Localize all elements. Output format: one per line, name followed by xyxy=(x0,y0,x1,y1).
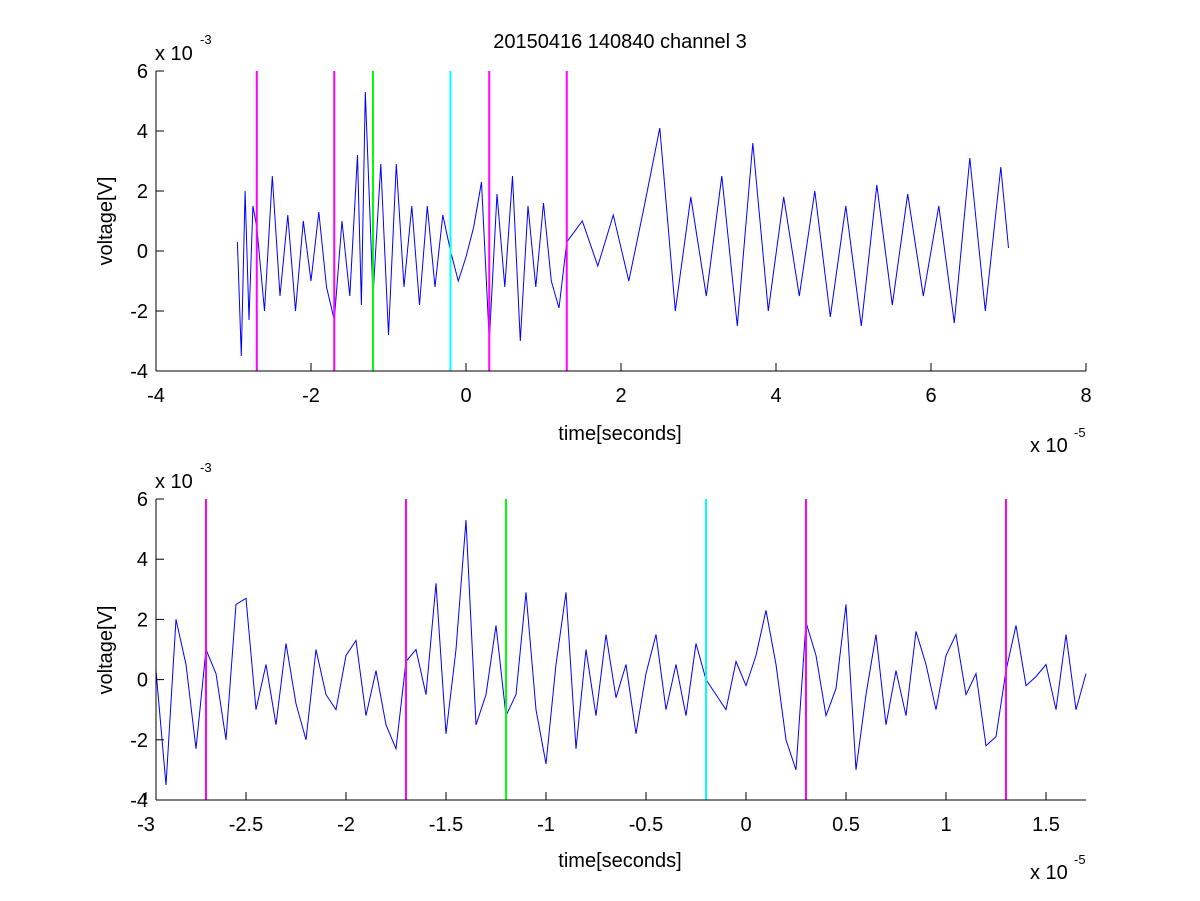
top-x-tick-label-1: -2 xyxy=(302,385,320,407)
top-plot-body: -4 -2 0 2 4 6 8 -4 -2 0 2 4 6 xyxy=(130,61,1091,407)
bottom-x-tick-label-5: -0.5 xyxy=(629,814,663,836)
bottom-x-exponent-base: x 10 xyxy=(1030,862,1068,884)
top-x-tick-label-3: 2 xyxy=(615,385,626,407)
top-x-exponent-power: -5 xyxy=(1074,425,1086,440)
top-signal-line-0 xyxy=(236,91,1009,357)
bottom-x-tick-label-7: 0.5 xyxy=(832,814,860,836)
bottom-plot-body: -3 -2.5 -2 -1.5 -1 -0.5 0 0.5 1 1.5 -4 -2 0 2 4 6 xyxy=(130,489,1087,836)
bottom-x-tick-label-1: -2.5 xyxy=(229,814,263,836)
bottom-x-tick-label-2: -2 xyxy=(337,814,355,836)
top-y-exponent-base: x 10 xyxy=(155,43,193,65)
top-ylabel: voltage[V] xyxy=(95,177,117,266)
bottom-y-tick-label-1: -2 xyxy=(130,730,148,752)
top-y-tick-label-4: 4 xyxy=(137,121,148,143)
bottom-y-tick-label-4: 4 xyxy=(137,549,148,571)
bottom-y-tick-label-5: 6 xyxy=(137,489,148,511)
bottom-x-tick-label-9: 1.5 xyxy=(1032,814,1060,836)
top-x-exponent: x 10 -5 xyxy=(1030,425,1086,457)
bottom-y-tick-label-2: 0 xyxy=(137,670,148,692)
top-y-tick-label-2: 0 xyxy=(137,241,148,263)
top-y-exponent-power: -3 xyxy=(200,32,212,47)
top-y-tick-label-5: 6 xyxy=(137,61,148,83)
bottom-x-tick-label-8: 1 xyxy=(940,814,951,836)
top-y-tick-label-3: 2 xyxy=(137,181,148,203)
top-x-tick-label-4: 4 xyxy=(770,385,781,407)
bottom-signal-line-0 xyxy=(155,520,1087,786)
bottom-y-exponent: x 10 -3 xyxy=(155,460,212,493)
bottom-ylabel: voltage[V] xyxy=(95,606,117,695)
bottom-plot: -3 -2.5 -2 -1.5 -1 -0.5 0 0.5 1 1.5 -4 -2 0 2 4 6 volta… xyxy=(95,460,1087,884)
bottom-x-tick-label-0: -3 xyxy=(137,814,155,836)
top-y-exponent: x 10 -3 xyxy=(155,32,212,65)
bottom-y-tick-label-0: -4 xyxy=(130,790,148,812)
top-xlabel: time[seconds] xyxy=(558,423,681,445)
top-x-tick-label-5: 6 xyxy=(925,385,936,407)
top-x-tick-label-0: -4 xyxy=(147,385,165,407)
figure-title: 20150416 140840 channel 3 xyxy=(493,31,747,53)
bottom-x-tick-label-3: -1.5 xyxy=(429,814,463,836)
bottom-xlabel: time[seconds] xyxy=(558,850,681,872)
bottom-x-tick-label-6: 0 xyxy=(740,814,751,836)
top-x-tick-label-2: 0 xyxy=(460,385,471,407)
bottom-y-exponent-power: -3 xyxy=(200,460,212,475)
bottom-x-exponent: x 10 -5 xyxy=(1030,852,1086,884)
bottom-x-exponent-power: -5 xyxy=(1074,852,1086,867)
bottom-y-tick-label-3: 2 xyxy=(137,609,148,631)
top-x-tick-label-6: 8 xyxy=(1080,385,1091,407)
bottom-y-exponent-base: x 10 xyxy=(155,471,193,493)
top-y-tick-label-1: -2 xyxy=(130,301,148,323)
top-y-tick-label-0: -4 xyxy=(130,361,148,383)
bottom-x-tick-label-4: -1 xyxy=(537,814,555,836)
top-x-exponent-base: x 10 xyxy=(1030,435,1068,457)
top-plot: -4 -2 0 2 4 6 8 -4 -2 0 2 4 6 voltage[V] time[second… xyxy=(95,32,1092,457)
